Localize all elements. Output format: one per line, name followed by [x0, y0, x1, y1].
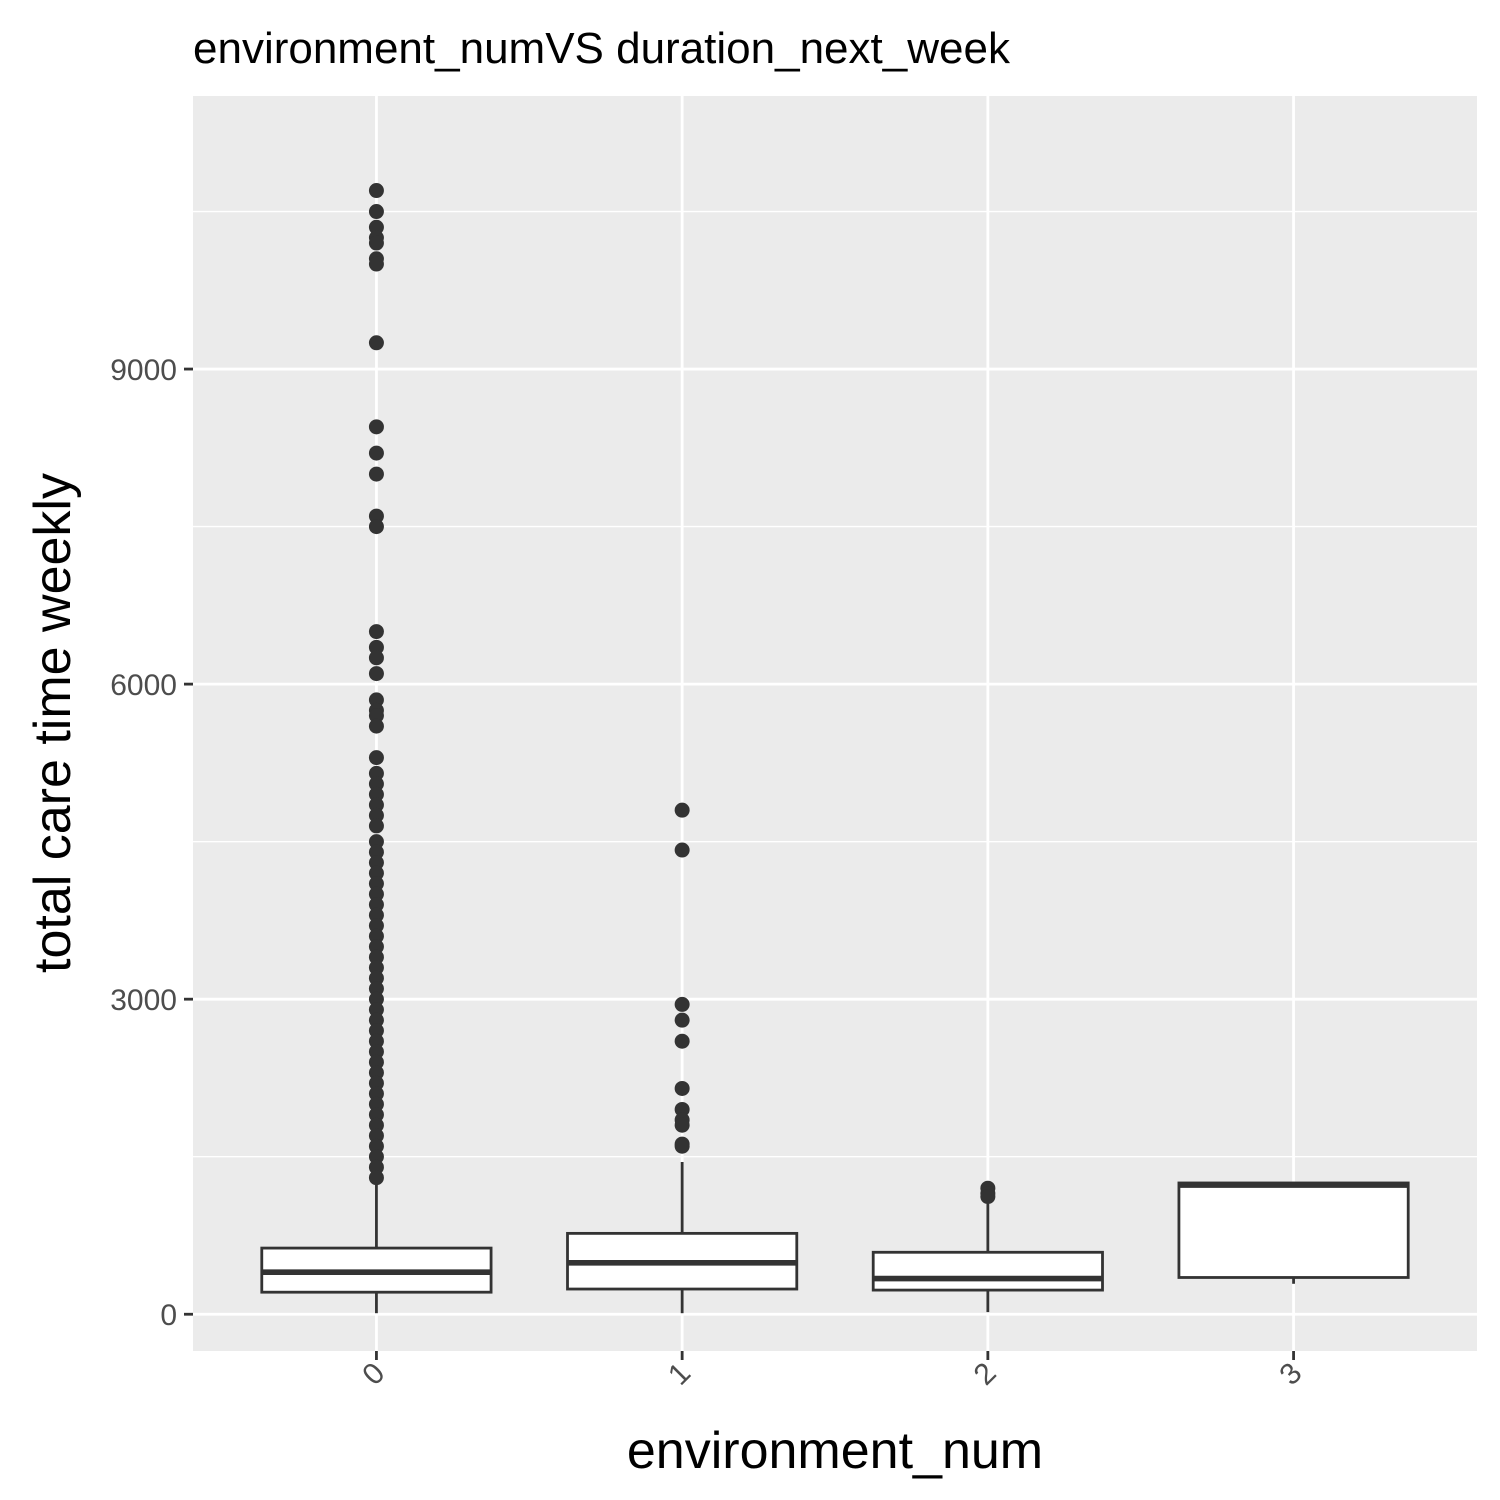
outlier-point: [368, 1054, 384, 1070]
outlier-point: [368, 1149, 384, 1165]
outlier-point: [674, 802, 690, 818]
x-axis-title: environment_num: [627, 1422, 1043, 1480]
outlier-point: [368, 692, 384, 708]
outlier-point: [368, 1075, 384, 1091]
outlier-point: [980, 1189, 996, 1205]
outlier-point: [368, 855, 384, 871]
outlier-point: [368, 235, 384, 251]
outlier-point: [368, 466, 384, 482]
x-tick-label: 1: [662, 1357, 697, 1392]
outlier-point: [368, 907, 384, 923]
outlier-point: [368, 928, 384, 944]
outlier-point: [368, 949, 384, 965]
x-tick-label: 0: [356, 1357, 391, 1392]
y-tick-label: 0: [160, 1299, 177, 1332]
outlier-point: [368, 818, 384, 834]
outlier-point: [368, 1170, 384, 1186]
outlier-point: [368, 865, 384, 881]
outlier-point: [368, 807, 384, 823]
outlier-point: [368, 1107, 384, 1123]
outlier-point: [368, 897, 384, 913]
outlier-point: [674, 996, 690, 1012]
outlier-point: [368, 991, 384, 1007]
box-category-0: [260, 183, 493, 1314]
y-tick-label: 9000: [110, 354, 177, 387]
outlier-point: [368, 666, 384, 682]
outlier-point: [674, 1117, 690, 1133]
outlier-point: [368, 1128, 384, 1144]
outlier-point: [368, 335, 384, 351]
chart-title: environment_numVS duration_next_week: [193, 24, 1011, 73]
outlier-point: [674, 1080, 690, 1096]
outlier-point: [368, 183, 384, 199]
outlier-point: [368, 750, 384, 766]
outlier-point: [674, 1033, 690, 1049]
box-category-3: [1177, 1181, 1410, 1284]
outlier-point: [368, 718, 384, 734]
outlier-point: [368, 981, 384, 997]
x-tick-label: 2: [968, 1357, 1003, 1392]
outlier-point: [368, 650, 384, 666]
axis-layer: 0 3000 6000 9000 0 1 2 3: [110, 354, 1308, 1392]
data-layer: [260, 183, 1410, 1314]
outlier-point: [368, 939, 384, 955]
box-category-1: [566, 802, 799, 1314]
y-axis-title: total care time weekly: [24, 473, 82, 973]
outlier-point: [368, 1033, 384, 1049]
outlier-point: [368, 765, 384, 781]
outlier-point: [368, 204, 384, 220]
outlier-point: [368, 1023, 384, 1039]
outlier-point: [674, 1138, 690, 1154]
y-tick-label: 3000: [110, 984, 177, 1017]
outlier-point: [368, 256, 384, 272]
x-tick-label: 3: [1273, 1357, 1308, 1392]
outlier-point: [368, 1086, 384, 1102]
box-category-2: [871, 1180, 1104, 1313]
outlier-point: [368, 219, 384, 235]
outlier-point: [368, 1065, 384, 1081]
iqr-box: [871, 1250, 1104, 1292]
outlier-point: [368, 886, 384, 902]
outlier-point: [674, 842, 690, 858]
outlier-point: [368, 876, 384, 892]
outlier-point: [674, 1101, 690, 1117]
outlier-point: [368, 786, 384, 802]
y-tick-label: 6000: [110, 669, 177, 702]
outlier-point: [368, 1002, 384, 1018]
outlier-point: [368, 960, 384, 976]
outlier-point: [368, 1117, 384, 1133]
outlier-point: [674, 1012, 690, 1028]
outlier-point: [368, 1012, 384, 1028]
outlier-point: [368, 1138, 384, 1154]
outlier-point: [368, 797, 384, 813]
outlier-point: [368, 1096, 384, 1112]
iqr-box: [1177, 1181, 1410, 1279]
outlier-point: [368, 970, 384, 986]
outlier-point: [368, 844, 384, 860]
outlier-point: [368, 1159, 384, 1175]
outlier-point: [368, 639, 384, 655]
outlier-point: [368, 508, 384, 524]
outlier-point: [368, 519, 384, 535]
outlier-point: [368, 708, 384, 724]
outlier-point: [368, 445, 384, 461]
outlier-point: [368, 1044, 384, 1060]
outlier-point: [368, 419, 384, 435]
outlier-point: [368, 834, 384, 850]
outlier-point: [368, 776, 384, 792]
plot-panel: [193, 96, 1477, 1351]
outlier-point: [368, 624, 384, 640]
outlier-point: [368, 918, 384, 934]
